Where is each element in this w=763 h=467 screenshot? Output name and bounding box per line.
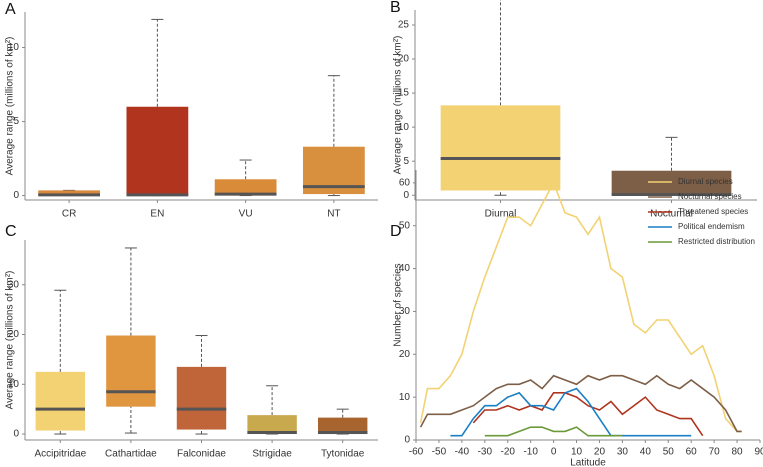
box bbox=[35, 371, 86, 431]
x-tick-label: 20 bbox=[594, 447, 606, 458]
legend-label: Restricted distribution bbox=[678, 237, 755, 246]
x-tick-label: EN bbox=[150, 209, 164, 220]
legend-label: Threatened species bbox=[678, 207, 748, 216]
y-tick-label: 0 bbox=[13, 429, 19, 440]
y-tick-label: 30 bbox=[8, 279, 20, 290]
legend-label: Nocturnal species bbox=[678, 192, 742, 201]
x-tick-label: NT bbox=[327, 209, 340, 220]
y-tick-label: 30 bbox=[399, 306, 411, 317]
x-tick-label: 80 bbox=[732, 447, 744, 458]
y-tick-label: 60 bbox=[399, 177, 411, 188]
y-axis-label: Average range (millions of km²) bbox=[5, 37, 16, 176]
x-tick-label: 0 bbox=[551, 447, 557, 458]
x-tick-label: 60 bbox=[686, 447, 698, 458]
series-line bbox=[484, 426, 623, 437]
box bbox=[106, 335, 156, 407]
x-tick-label: Cathartidae bbox=[105, 449, 157, 460]
panel-label: B bbox=[390, 0, 401, 16]
x-tick-label: -40 bbox=[455, 447, 470, 458]
x-tick-label: Falconidae bbox=[177, 449, 226, 460]
x-tick-label: 50 bbox=[663, 447, 675, 458]
y-tick-label: 20 bbox=[399, 349, 411, 360]
y-tick-label: 0 bbox=[13, 190, 19, 201]
y-tick-label: 25 bbox=[398, 20, 410, 31]
y-tick-label: 20 bbox=[398, 54, 410, 65]
legend-label: Diurnal species bbox=[678, 177, 733, 186]
series-line bbox=[450, 387, 692, 437]
x-tick-label: 10 bbox=[571, 447, 583, 458]
y-tick-label: 5 bbox=[13, 116, 19, 127]
panel-label: C bbox=[5, 223, 17, 240]
x-tick-label: -50 bbox=[432, 447, 447, 458]
y-tick-label: 10 bbox=[398, 122, 410, 133]
y-tick-label: 50 bbox=[399, 220, 411, 231]
y-axis-label: Number of species bbox=[393, 263, 404, 346]
x-tick-label: 30 bbox=[617, 447, 629, 458]
y-tick-label: 40 bbox=[399, 263, 411, 274]
x-tick-label: -30 bbox=[478, 447, 493, 458]
x-tick-label: Accipitridae bbox=[34, 449, 86, 460]
x-tick-label: 70 bbox=[709, 447, 721, 458]
x-tick-label: -20 bbox=[501, 447, 516, 458]
x-axis-label: Latitude bbox=[570, 458, 606, 467]
box bbox=[611, 170, 732, 196]
y-tick-label: 20 bbox=[8, 329, 20, 340]
y-axis-label: Average range (millions of km²) bbox=[393, 36, 404, 175]
box bbox=[126, 106, 189, 196]
series-line bbox=[472, 392, 704, 437]
x-tick-label: 90 bbox=[754, 447, 763, 458]
y-axis-label: Average range (millions of km²) bbox=[5, 271, 16, 410]
y-tick-label: 5 bbox=[403, 156, 409, 167]
y-tick-label: 0 bbox=[403, 190, 409, 201]
legend-label: Political endemism bbox=[678, 222, 745, 231]
panel-label: D bbox=[390, 223, 402, 240]
x-tick-label: Nocturnal bbox=[650, 209, 693, 220]
series-line bbox=[419, 374, 742, 433]
x-tick-label: Tytonidae bbox=[321, 449, 365, 460]
box bbox=[214, 179, 277, 196]
y-tick-label: 10 bbox=[8, 42, 20, 53]
y-tick-label: 0 bbox=[404, 435, 410, 446]
box bbox=[317, 417, 368, 435]
series-line bbox=[419, 180, 742, 433]
y-tick-label: 10 bbox=[399, 392, 411, 403]
x-tick-label: VU bbox=[239, 209, 253, 220]
x-tick-label: Diurnal bbox=[485, 209, 517, 220]
box bbox=[247, 415, 297, 435]
y-tick-label: 15 bbox=[398, 88, 410, 99]
x-tick-label: Strigidae bbox=[252, 449, 292, 460]
x-tick-label: CR bbox=[62, 209, 76, 220]
panel-label: A bbox=[5, 1, 16, 18]
x-tick-label: -60 bbox=[409, 447, 424, 458]
box bbox=[176, 366, 227, 430]
y-tick-label: 10 bbox=[8, 379, 20, 390]
box bbox=[440, 105, 561, 191]
x-tick-label: 40 bbox=[640, 447, 652, 458]
x-tick-label: -10 bbox=[523, 447, 538, 458]
box bbox=[38, 190, 101, 196]
